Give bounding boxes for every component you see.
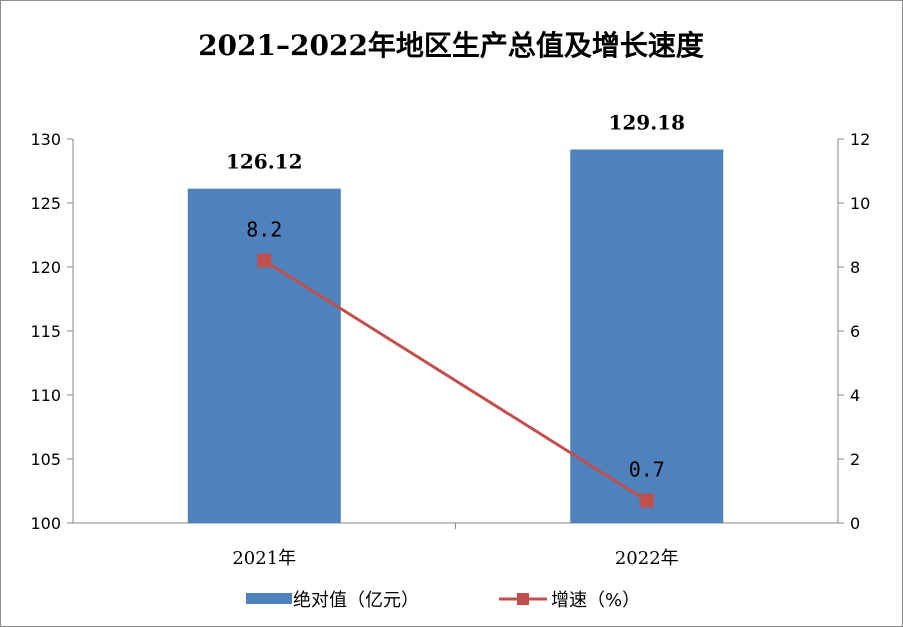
legend: 绝对值（亿元） 增速（%） (246, 590, 640, 611)
chart-title: 2021–2022年地区生产总值及增长速度 (198, 29, 704, 62)
bar (187, 188, 341, 523)
bar-data-label: 129.18 (608, 110, 685, 134)
line-data-label: 0.7 (629, 458, 665, 482)
category-labels: 2021年 2022年 (232, 523, 679, 569)
line-data-label: 8.2 (246, 218, 282, 242)
bar-data-label: 126.12 (226, 150, 303, 174)
legend-bar-swatch (246, 593, 292, 604)
category-label: 2022年 (615, 548, 679, 569)
left-tick-label: 105 (30, 450, 61, 469)
legend-bar-label: 绝对值（亿元） (293, 590, 419, 611)
line-point (639, 493, 654, 508)
right-axis-ticks: 0 2 4 6 8 10 12 (838, 130, 870, 533)
left-tick-label: 130 (30, 130, 61, 149)
bar (570, 149, 724, 523)
left-axis-ticks: 100 105 110 115 120 125 130 (30, 130, 73, 533)
legend-line-marker (517, 593, 529, 605)
right-tick-label: 2 (850, 450, 860, 469)
category-label: 2021年 (232, 548, 296, 569)
left-tick-label: 110 (30, 386, 61, 405)
bar-series: 126.12 129.18 (187, 110, 724, 523)
right-tick-label: 12 (850, 130, 870, 149)
right-tick-label: 10 (850, 194, 870, 213)
right-tick-label: 6 (850, 322, 860, 341)
legend-line-label: 增速（%） (551, 590, 640, 611)
growth-line (263, 259, 648, 502)
right-tick-label: 4 (850, 386, 860, 405)
left-tick-label: 115 (30, 322, 61, 341)
right-tick-label: 0 (850, 514, 860, 533)
right-tick-label: 8 (850, 258, 860, 277)
left-tick-label: 100 (30, 514, 61, 533)
line-point (257, 253, 272, 268)
left-tick-label: 125 (30, 194, 61, 213)
line-series: 8.2 0.7 (246, 218, 665, 508)
left-tick-label: 120 (30, 258, 61, 277)
